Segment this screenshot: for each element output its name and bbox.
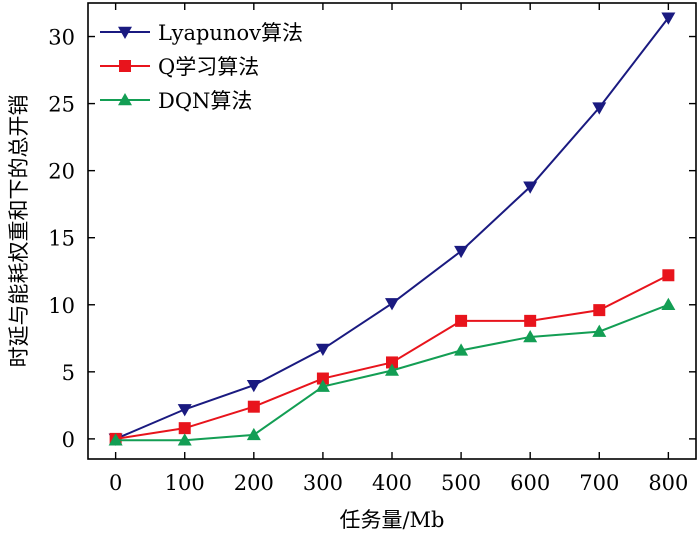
x-tick-label: 300 xyxy=(303,471,343,495)
data-point xyxy=(523,181,538,194)
data-point xyxy=(661,12,676,25)
legend-label: Lyapunov算法 xyxy=(158,21,303,45)
y-tick-label: 20 xyxy=(48,160,75,184)
x-tick-label: 200 xyxy=(234,471,274,495)
data-point xyxy=(385,298,399,311)
x-tick-label: 100 xyxy=(165,471,205,495)
y-tick-label: 15 xyxy=(48,227,75,251)
data-point xyxy=(385,363,399,376)
x-tick-label: 700 xyxy=(579,471,619,495)
data-point xyxy=(315,343,330,357)
data-point xyxy=(454,343,469,356)
x-tick-label: 400 xyxy=(372,471,412,495)
data-point xyxy=(455,314,468,327)
axis-ticks: 0 100 200 300 400 500 600 700 800 0 5 10 15 20 25 30 xyxy=(48,3,696,495)
data-point xyxy=(246,427,261,441)
x-tick-label: 500 xyxy=(441,471,481,495)
legend: Lyapunov算法 Q学习算法 DQN算法 xyxy=(100,21,303,113)
legend-marker xyxy=(118,93,132,106)
x-tick-label: 0 xyxy=(109,471,122,495)
data-point xyxy=(316,372,329,385)
data-point xyxy=(315,379,330,392)
data-point xyxy=(246,379,261,393)
x-axis-title: 任务量/Mb xyxy=(339,508,444,532)
data-point xyxy=(661,297,676,311)
x-tick-label: 800 xyxy=(648,471,688,495)
legend-item: DQN算法 xyxy=(100,89,252,113)
series-3 xyxy=(108,297,676,446)
series-1 xyxy=(108,12,676,446)
y-tick-label: 10 xyxy=(48,294,75,318)
data-point xyxy=(177,404,192,417)
data-point xyxy=(386,356,398,369)
data-point xyxy=(592,324,607,337)
data-point xyxy=(247,400,260,413)
data-point xyxy=(592,102,607,115)
x-tick-label: 600 xyxy=(510,471,550,495)
data-point xyxy=(662,269,675,282)
data-point xyxy=(178,422,191,435)
data-point xyxy=(454,245,469,259)
data-point xyxy=(593,304,606,317)
data-point xyxy=(523,329,538,343)
series-layer xyxy=(108,12,676,446)
y-tick-label: 5 xyxy=(62,361,75,385)
data-point xyxy=(108,433,123,446)
legend-label: Q学习算法 xyxy=(158,55,259,79)
data-point xyxy=(524,314,537,327)
legend-item: Lyapunov算法 xyxy=(100,21,303,45)
series-2 xyxy=(109,269,675,445)
data-point xyxy=(177,433,192,446)
legend-marker xyxy=(119,60,131,72)
y-tick-label: 25 xyxy=(48,93,75,117)
y-axis-title: 时延与能耗权重和下的总开销 xyxy=(7,95,31,368)
legend-label: DQN算法 xyxy=(158,89,252,113)
y-tick-label: 0 xyxy=(62,428,75,452)
y-tick-label: 30 xyxy=(48,26,75,50)
legend-marker xyxy=(118,26,132,39)
legend-item: Q学习算法 xyxy=(100,55,259,79)
